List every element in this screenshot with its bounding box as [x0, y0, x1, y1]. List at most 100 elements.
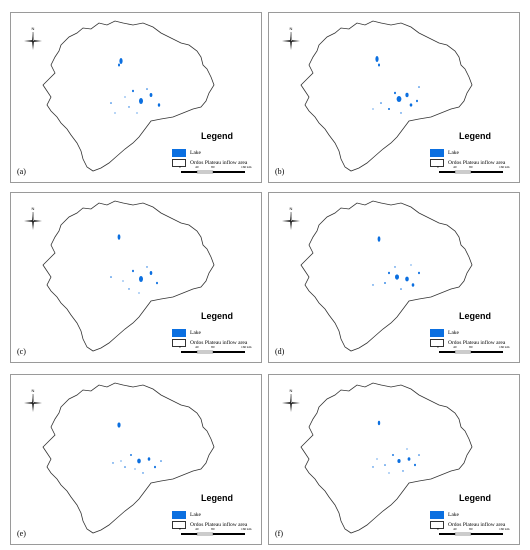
legend-item-inflow-area: Ordos Plateau inflow area [430, 521, 519, 531]
inflow-area-map [300, 200, 473, 352]
scale-tick: 80 [469, 165, 473, 169]
lake-mark [376, 458, 378, 460]
compass-rose-icon: N [282, 388, 300, 412]
lake-mark [400, 288, 402, 290]
lake-mark [134, 468, 136, 470]
legend-item-lake: Lake [172, 329, 261, 339]
lake-swatch [172, 149, 186, 157]
inflow-area-swatch [172, 159, 186, 167]
panel-label: (a) [17, 167, 26, 176]
legend-title: Legend [458, 131, 491, 141]
lake-mark [406, 448, 408, 450]
lake-mark [120, 460, 122, 462]
lake-layer [372, 236, 420, 290]
lake-mark [384, 464, 386, 466]
scale-unit: km [247, 165, 252, 169]
legend-label: Ordos Plateau inflow area [448, 522, 506, 528]
compass-rose-icon: N [24, 26, 42, 50]
lake-mark [388, 108, 390, 110]
lake-layer [110, 58, 161, 114]
lake-mark [147, 457, 151, 461]
inflow-area-map [42, 200, 215, 352]
scale-tick: 160 [499, 165, 505, 169]
inflow-area-swatch [430, 339, 444, 347]
lake-mark [409, 103, 413, 107]
legend-title: Legend [200, 493, 233, 503]
lake-swatch [430, 329, 444, 337]
scale-unit: km [247, 527, 252, 531]
lake-mark [405, 276, 409, 282]
scale-tick: 160 [499, 345, 505, 349]
scale-tick: 80 [469, 345, 473, 349]
inflow-area-swatch [430, 159, 444, 167]
inflow-area-swatch [172, 521, 186, 529]
scale-unit: km [505, 527, 510, 531]
inflow-area-map [42, 382, 215, 534]
legend-item-lake: Lake [430, 149, 519, 159]
lake-mark [384, 282, 386, 284]
lake-layer [372, 56, 420, 114]
lake-swatch [172, 329, 186, 337]
lake-swatch [430, 511, 444, 519]
lake-mark [128, 288, 130, 290]
ordos-inflow-boundary [300, 382, 473, 534]
panel-label: (f) [275, 529, 283, 538]
scale-tick: 80 [211, 345, 215, 349]
lake-mark [416, 99, 418, 103]
legend-item-inflow-area: Ordos Plateau inflow area [430, 339, 519, 349]
lake-mark [377, 236, 381, 242]
map-panel-c: N (c) Legend Lake Ordos Plateau inflow a… [10, 192, 262, 363]
north-letter: N [32, 206, 35, 211]
lake-mark [414, 463, 416, 467]
panel-label: (e) [17, 529, 26, 538]
legend-title: Legend [200, 131, 233, 141]
lake-mark [122, 280, 124, 282]
scale-unit: km [505, 345, 510, 349]
legend-title: Legend [200, 311, 233, 321]
lake-mark [372, 466, 374, 468]
ordos-inflow-boundary [42, 200, 215, 352]
north-letter: N [290, 206, 293, 211]
scale-tick: 40 [453, 165, 457, 169]
panel-label: (d) [275, 347, 285, 356]
lake-mark [157, 103, 161, 107]
map-panel-a: N (a) Legend Lake Ordos Plateau inflow a… [10, 12, 262, 183]
scale-tick: 0 [437, 527, 439, 531]
scale-unit: km [505, 165, 510, 169]
legend-label: Ordos Plateau inflow area [190, 522, 248, 528]
lake-mark [372, 108, 374, 110]
scale-bar: 0 40 80 160 km [179, 527, 251, 541]
lake-mark [112, 462, 114, 464]
panel-label: (c) [17, 347, 26, 356]
lake-mark [136, 112, 138, 114]
lake-mark [394, 266, 396, 268]
legend-label: Lake [448, 512, 459, 518]
legend-label: Ordos Plateau inflow area [190, 160, 248, 166]
legend-label: Ordos Plateau inflow area [190, 340, 248, 346]
lake-mark [418, 454, 420, 456]
legend-label: Ordos Plateau inflow area [448, 340, 506, 346]
ordos-inflow-boundary [42, 20, 215, 172]
lake-mark [138, 292, 140, 294]
lake-mark [110, 102, 112, 104]
legend-item-lake: Lake [172, 511, 261, 521]
lake-mark [139, 98, 143, 104]
legend-label: Lake [190, 512, 201, 518]
legend-item-inflow-area: Ordos Plateau inflow area [172, 521, 261, 531]
lake-mark [130, 454, 132, 456]
ordos-inflow-boundary [42, 382, 215, 534]
scale-tick: 0 [179, 345, 181, 349]
scale-unit: km [247, 345, 252, 349]
scale-tick: 0 [179, 527, 181, 531]
inflow-area-map [300, 20, 473, 172]
scale-tick: 80 [211, 165, 215, 169]
lake-mark [110, 276, 112, 278]
legend-item-inflow-area: Ordos Plateau inflow area [430, 159, 519, 169]
lake-swatch [172, 511, 186, 519]
legend-title: Legend [458, 311, 491, 321]
scale-tick: 80 [469, 527, 473, 531]
north-letter: N [32, 388, 35, 393]
scale-tick: 160 [241, 345, 247, 349]
lake-mark [400, 112, 402, 114]
lake-mark [388, 271, 390, 275]
